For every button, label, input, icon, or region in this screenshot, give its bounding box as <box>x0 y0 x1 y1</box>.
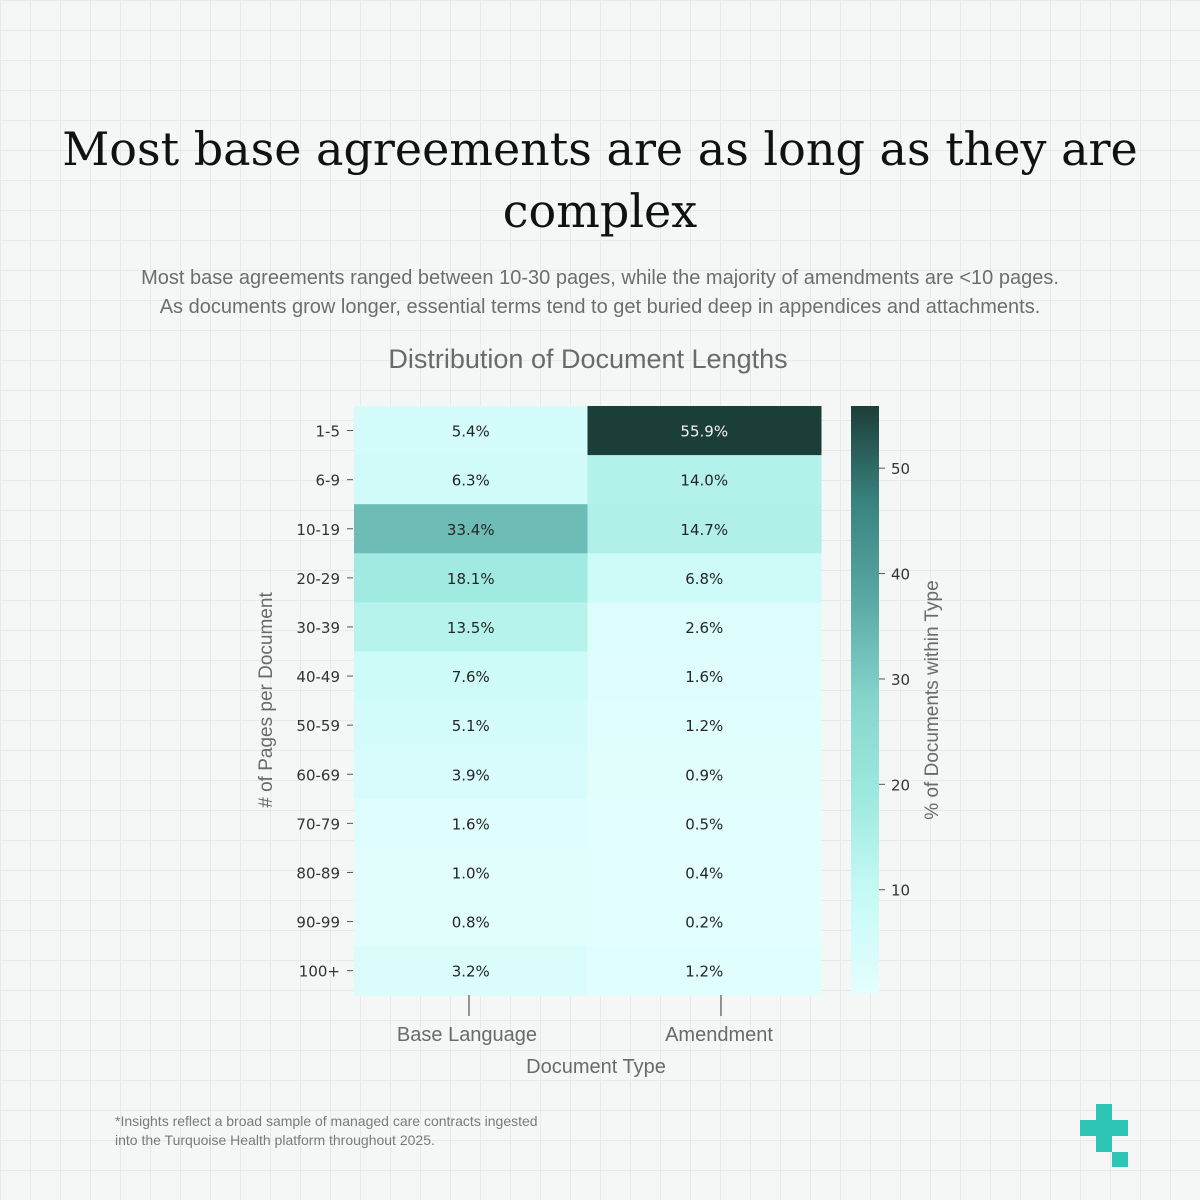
heatmap-cell <box>354 700 588 751</box>
cell-value-label: 0.8% <box>452 914 490 932</box>
cell-value-label: 1.2% <box>685 963 723 981</box>
cell-value-label: 5.4% <box>452 423 490 441</box>
y-tick-label: 60-69 <box>296 766 340 784</box>
page-subtitle: Most base agreements ranged between 10-3… <box>60 264 1140 322</box>
y-tick-label: 1-5 <box>316 423 341 441</box>
cell-value-label: 1.6% <box>685 668 723 686</box>
cell-value-label: 0.5% <box>685 815 723 833</box>
subtitle-line-1: Most base agreements ranged between 10-3… <box>141 267 1059 289</box>
x-tick-labels: Base Language Amendment <box>397 995 773 1046</box>
colorbar-tick-label: 10 <box>891 882 910 900</box>
footnote-line-1: *Insights reflect a broad sample of mana… <box>115 1113 538 1129</box>
heatmap-cell <box>354 406 588 456</box>
y-tick-label: 90-99 <box>296 914 340 932</box>
cell-value-label: 3.9% <box>452 766 490 784</box>
y-tick-label: 10-19 <box>296 521 340 539</box>
y-tick-label: 70-79 <box>296 815 340 833</box>
colorbar <box>851 406 879 993</box>
x-axis-label: Document Type <box>526 1056 666 1078</box>
cell-value-label: 7.6% <box>452 668 490 686</box>
heatmap-cell <box>354 602 588 652</box>
x-tick-label: Base Language <box>397 1024 537 1046</box>
colorbar-ticks: 10 20 30 40 50 <box>879 460 910 900</box>
cell-value-label: 5.1% <box>452 717 490 735</box>
y-axis-label: # of Pages per Document <box>256 592 277 808</box>
document-length-heatmap: Distribution of Document Lengths 5.4% 55.… <box>256 344 943 1078</box>
y-tick-label: 20-29 <box>296 570 340 588</box>
footnote-line-2: into the Turquoise Health platform throu… <box>115 1132 435 1148</box>
y-tick-label: 40-49 <box>296 668 340 686</box>
heatmap-cell <box>587 455 822 505</box>
y-tick-label: 100+ <box>299 963 340 981</box>
colorbar-tick-label: 50 <box>891 460 910 478</box>
colorbar-label: % of Documents within Type <box>922 580 943 819</box>
heatmap-cell <box>354 553 588 603</box>
heatmap-cell <box>587 553 822 603</box>
cell-value-label: 0.4% <box>685 864 723 882</box>
heatmap-cell <box>354 504 588 554</box>
colorbar-tick-label: 20 <box>891 776 910 794</box>
heatmap-cell <box>587 897 822 947</box>
y-tick-label: 50-59 <box>296 717 340 735</box>
cell-value-label: 55.9% <box>680 423 728 441</box>
cell-value-label: 2.6% <box>685 619 723 637</box>
heatmap-cell <box>354 749 588 800</box>
y-tick-label: 6-9 <box>316 472 341 490</box>
heatmap-cell <box>354 455 588 505</box>
cell-value-label: 1.0% <box>452 864 490 882</box>
cell-value-label: 0.2% <box>685 914 723 932</box>
turquoise-cross-logo-icon <box>1080 1104 1128 1167</box>
footnote: *Insights reflect a broad sample of mana… <box>115 1112 635 1150</box>
heatmap-cell <box>587 602 822 652</box>
cell-value-label: 13.5% <box>447 619 495 637</box>
cell-value-label: 3.2% <box>452 963 490 981</box>
subtitle-line-2: As documents grow longer, essential term… <box>159 296 1041 318</box>
heatmap-cell <box>587 847 822 898</box>
cell-value-label: 1.6% <box>452 815 490 833</box>
heatmap-cell <box>587 651 822 702</box>
heatmap-cells: 5.4% 55.9% 6.3% 14.0% 33.4% 14.7% 18.1% 6.8% 13.… <box>354 406 822 996</box>
cell-value-label: 6.3% <box>452 472 490 490</box>
cell-value-label: 18.1% <box>447 570 495 588</box>
x-tick-label: Amendment <box>665 1024 773 1046</box>
heatmap-cell <box>587 504 822 554</box>
heatmap-cell <box>587 749 822 800</box>
y-tick-labels: 1-5 6-9 10-19 20-29 30-39 40-49 50-59 60-69 70-7… <box>296 423 353 981</box>
cell-value-label: 0.9% <box>685 766 723 784</box>
colorbar-tick-label: 40 <box>891 566 910 584</box>
heatmap-cell <box>587 798 822 849</box>
heatmap-cell <box>354 798 588 849</box>
y-tick-label: 80-89 <box>296 864 340 882</box>
heatmap-cell <box>354 897 588 947</box>
heatmap-cell <box>587 406 822 456</box>
heatmap-cell <box>587 700 822 751</box>
cell-value-label: 33.4% <box>447 521 495 539</box>
cell-value-label: 14.7% <box>680 521 728 539</box>
colorbar-tick-label: 30 <box>891 671 910 689</box>
page-title: Most base agreements are as long as they… <box>62 122 1138 238</box>
chart-title: Distribution of Document Lengths <box>388 344 787 374</box>
heatmap-cell <box>354 847 588 898</box>
heatmap-cell <box>354 651 588 702</box>
heatmap-cell <box>587 946 822 996</box>
y-tick-label: 30-39 <box>296 619 340 637</box>
cell-value-label: 1.2% <box>685 717 723 735</box>
cell-value-label: 6.8% <box>685 570 723 588</box>
cell-value-label: 14.0% <box>680 472 728 490</box>
heatmap-cell <box>354 946 588 996</box>
